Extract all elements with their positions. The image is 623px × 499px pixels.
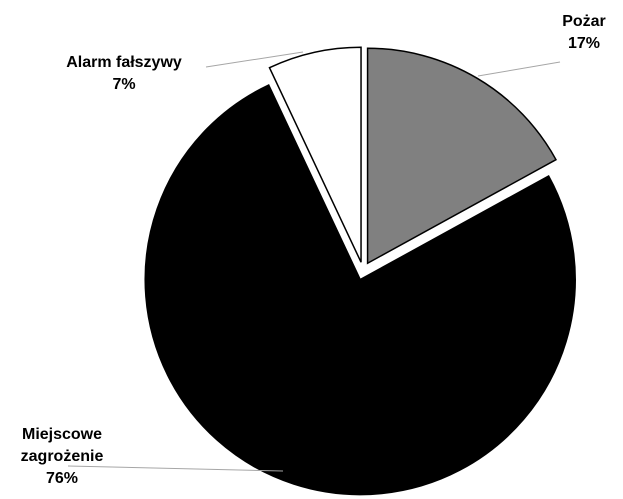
data-label-2: Miejscowe zagrożenie 76% — [21, 426, 104, 487]
leader-line-1 — [477, 61, 561, 77]
pie-slice-2 — [144, 84, 576, 496]
data-labels: Pożar 17% Miejscowe zagrożenie 76% Alarm fałs… — [21, 13, 606, 487]
data-label-category: Miejscowe — [22, 426, 102, 443]
pie-slices — [144, 46, 576, 496]
data-label-percent: 7% — [112, 76, 135, 93]
data-label-category: Alarm fałszywy — [66, 54, 182, 71]
leader-lines — [67, 51, 561, 472]
data-label-1: Pożar 17% — [562, 13, 606, 52]
data-label-3: Alarm fałszywy 7% — [66, 54, 182, 93]
pie-slice-1 — [366, 47, 558, 265]
data-label-percent: 76% — [46, 470, 78, 487]
leader-line-2 — [67, 465, 284, 472]
data-label-category: Pożar — [562, 13, 606, 30]
pie-slice-3 — [268, 46, 362, 263]
data-label-percent: 17% — [568, 35, 600, 52]
leader-line-3 — [205, 51, 304, 68]
data-label-category: zagrożenie — [21, 448, 104, 465]
